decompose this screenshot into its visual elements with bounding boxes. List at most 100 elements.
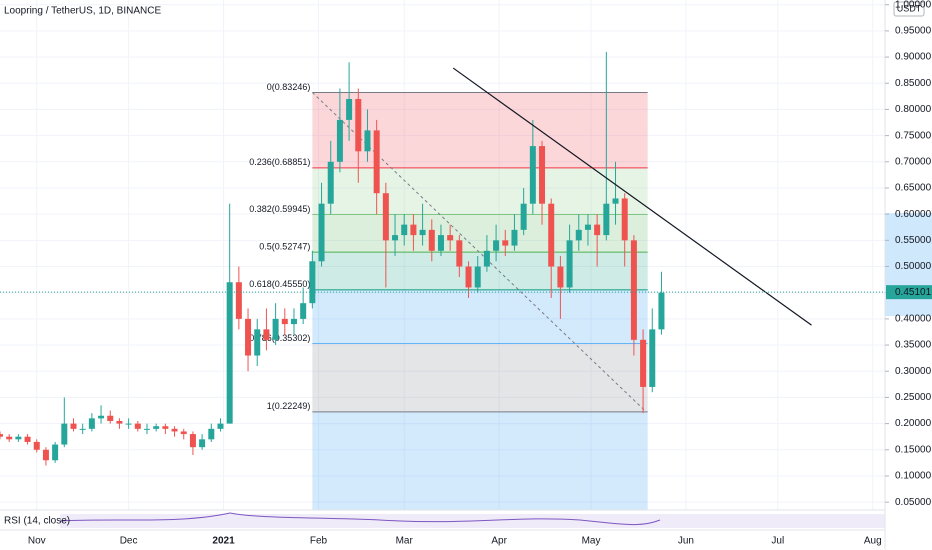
candle-body <box>0 434 3 437</box>
y-tick-label: 0.25000 <box>895 392 932 403</box>
candle-body <box>24 436 31 442</box>
x-tick-label: Feb <box>310 536 328 547</box>
candle-body <box>290 318 297 325</box>
candle-body <box>254 329 261 356</box>
candle-body <box>217 423 224 429</box>
fib-diagonal <box>312 92 647 413</box>
y-tick-label: 0.60000 <box>895 209 932 220</box>
candle-body <box>70 423 77 429</box>
fib-label: 0.236(0.68851) <box>249 157 310 167</box>
y-tick-label: 0.40000 <box>895 314 932 325</box>
candle-body <box>557 266 564 288</box>
x-tick-label: Apr <box>491 536 507 547</box>
candle-body <box>235 282 242 319</box>
y-tick-label: 0.15000 <box>895 444 932 455</box>
candle-body <box>584 224 591 230</box>
candle-body <box>180 431 187 435</box>
candle-body <box>88 418 95 429</box>
y-tick-label: 0.85000 <box>895 78 932 89</box>
y-tick-label: 0.90000 <box>895 52 932 63</box>
candle-body <box>355 98 362 152</box>
candle-body <box>42 449 49 461</box>
x-tick-label: Jun <box>678 536 694 547</box>
y-tick-label: 0.70000 <box>895 156 932 167</box>
candle-body <box>502 240 509 246</box>
candle-body <box>612 198 619 204</box>
y-tick-label: 0.65000 <box>895 183 932 194</box>
candle-body <box>566 240 573 288</box>
fib-label: 0(0.83246) <box>267 82 311 92</box>
candle-body <box>199 439 206 448</box>
x-tick-label: Jul <box>771 536 784 547</box>
x-tick-label: May <box>582 536 601 547</box>
candle-body <box>649 329 656 387</box>
candle-body <box>346 98 353 120</box>
fib-label: 0.382(0.59945) <box>249 204 310 214</box>
candle-body <box>79 428 86 430</box>
y-tick-label: 0.30000 <box>895 366 932 377</box>
candle-body <box>6 436 13 440</box>
candle-body <box>539 146 546 204</box>
candle-body <box>594 224 601 236</box>
candle-body <box>474 266 481 288</box>
y-tick-label: 0.75000 <box>895 130 932 141</box>
y-tick-label: 0.80000 <box>895 104 932 115</box>
candle-body <box>548 203 555 267</box>
rsi-line <box>59 512 661 526</box>
fib-label: 0.5(0.52747) <box>259 242 310 252</box>
candle-body <box>447 235 454 241</box>
candle-body <box>529 146 536 204</box>
candle-body <box>162 426 169 429</box>
x-tick-label: Mar <box>396 536 414 547</box>
candle-body <box>98 415 105 419</box>
y-tick-label: 0.05000 <box>895 497 932 508</box>
fib-zone <box>312 214 648 253</box>
candle-body <box>318 203 325 262</box>
candle-body <box>437 235 444 251</box>
candle-body <box>621 198 628 241</box>
candle-body <box>125 423 132 425</box>
y-tick-label: 0.10000 <box>895 471 932 482</box>
candle-body <box>245 318 252 356</box>
candle-body <box>33 441 40 450</box>
candle-body <box>456 240 463 267</box>
y-tick-label: 0.95000 <box>895 26 932 37</box>
candle-body <box>327 161 334 204</box>
candle-body <box>272 318 279 340</box>
fib-extend-zone <box>312 411 648 510</box>
y-tick-label: 0.55000 <box>895 235 932 246</box>
candle-body <box>15 436 22 440</box>
candle-body <box>309 261 316 304</box>
candle-body <box>382 193 389 241</box>
candle-body <box>281 318 288 325</box>
candle-body <box>630 240 637 340</box>
candle-body <box>143 428 150 430</box>
candle-body <box>483 250 490 267</box>
y-tick-label: 0.50000 <box>895 261 932 272</box>
candle-body <box>373 130 380 194</box>
candle-body <box>465 266 472 288</box>
x-tick-label: Nov <box>28 536 46 547</box>
last-price-label: 0.45101 <box>895 287 932 298</box>
candle-body <box>336 119 343 162</box>
candle-body <box>263 329 270 340</box>
candle-body <box>401 224 408 236</box>
candle-body <box>603 203 610 236</box>
candle-body <box>410 224 417 236</box>
candle-body <box>226 282 233 424</box>
candle-body <box>364 130 371 152</box>
x-tick-label: Aug <box>864 536 882 547</box>
fib-zone <box>312 289 648 344</box>
fib-label: 1(0.22249) <box>267 401 311 411</box>
trend-line <box>452 67 812 326</box>
candle-body <box>658 292 665 330</box>
last-price-box <box>886 285 932 300</box>
indicator-label: RSI (14, close) <box>4 516 70 527</box>
fib-label: 0.618(0.45550) <box>249 279 310 289</box>
fib-zone <box>312 92 648 168</box>
candle-body <box>419 229 426 236</box>
candle-body <box>134 423 141 429</box>
currency: USDT <box>897 3 922 13</box>
candle-body <box>300 303 307 319</box>
candle-body <box>208 428 215 440</box>
